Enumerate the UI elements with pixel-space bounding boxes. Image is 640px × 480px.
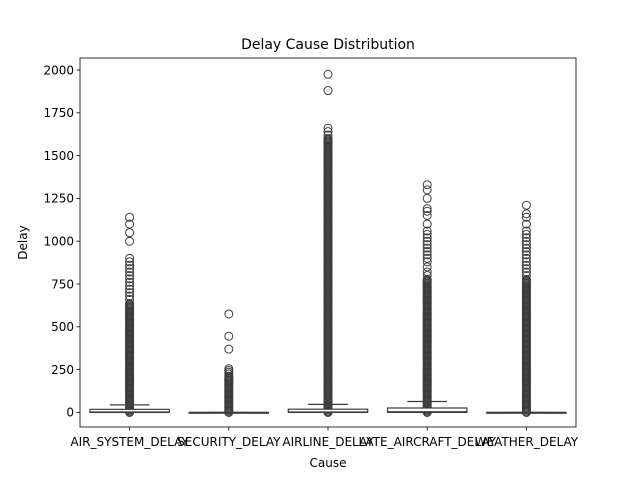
outlier-point	[224, 371, 234, 381]
outlier-point	[125, 291, 135, 301]
outlier-point	[125, 257, 135, 267]
y-tick-label: 1500	[43, 149, 74, 163]
outlier-point	[521, 253, 531, 263]
outlier-point	[422, 211, 432, 221]
outlier-point	[422, 204, 432, 214]
outlier-point	[521, 219, 531, 229]
outlier-point	[521, 264, 531, 274]
x-axis-label: Cause	[310, 456, 347, 470]
outlier-point	[521, 274, 531, 284]
outlier-point	[422, 233, 432, 243]
outlier-point	[323, 134, 333, 144]
outlier-point	[323, 123, 333, 133]
chart-title: Delay Cause Distribution	[241, 37, 415, 53]
x-tick-label: AIRLINE_DELAY	[282, 435, 374, 449]
outlier-point	[422, 250, 432, 260]
outlier-point	[422, 243, 432, 253]
outlier-point	[422, 257, 432, 267]
outlier-point	[323, 127, 333, 137]
outlier-point	[125, 264, 135, 274]
outlier-point	[125, 260, 135, 270]
outlier-point	[125, 212, 135, 222]
outlier-point	[125, 267, 135, 277]
y-tick-label: 1000	[43, 235, 74, 249]
outlier-point	[521, 257, 531, 267]
outlier-point	[521, 260, 531, 270]
outlier-point	[521, 209, 531, 219]
outlier-point	[521, 200, 531, 210]
x-tick-label: AIR_SYSTEM_DELAY	[70, 435, 189, 449]
y-tick-label: 0	[66, 406, 74, 420]
outlier-point	[125, 270, 135, 280]
outlier-point	[422, 193, 432, 203]
outlier-point	[224, 309, 234, 319]
outlier-point	[521, 236, 531, 246]
outlier-point	[125, 277, 135, 287]
outlier-point	[125, 284, 135, 294]
box-airline-delay	[287, 69, 369, 417]
y-tick-label: 2000	[43, 63, 74, 77]
outlier-point	[224, 331, 234, 341]
outlier-point	[422, 236, 432, 246]
y-axis-label: Delay	[16, 225, 30, 259]
outlier-point	[422, 274, 432, 284]
box-late-aircraft-delay	[386, 180, 468, 417]
outlier-point	[521, 212, 531, 222]
outlier-point	[323, 130, 333, 140]
outlier-point	[125, 288, 135, 298]
outlier-point	[422, 270, 432, 280]
box-security-delay	[188, 309, 270, 417]
outlier-point	[422, 267, 432, 277]
y-tick-label: 750	[51, 277, 74, 291]
plot-area	[89, 69, 567, 417]
outlier-point	[422, 206, 432, 216]
outlier-point	[521, 243, 531, 253]
y-axis: 0 250 500 750 1000 1250 1500 1750 2000	[43, 63, 80, 420]
y-tick-label: 1750	[43, 106, 74, 120]
plot-frame	[79, 57, 577, 428]
outlier-point	[422, 229, 432, 239]
outlier-point	[422, 185, 432, 195]
outlier-point	[125, 228, 135, 238]
outlier-point	[521, 233, 531, 243]
outlier-point	[125, 253, 135, 263]
y-tick-label: 1250	[43, 192, 74, 206]
x-tick-label: SECURITY_DELAY	[177, 435, 281, 449]
x-tick-label: LATE_AIRCRAFT_DELAY	[358, 435, 496, 449]
outlier-point	[323, 69, 333, 79]
outlier-point	[422, 253, 432, 263]
x-tick-label: WEATHER_DELAY	[475, 435, 579, 449]
y-tick-label: 250	[51, 363, 74, 377]
outlier-point	[422, 219, 432, 229]
outlier-point	[422, 246, 432, 256]
outlier-point	[422, 180, 432, 190]
outlier-point	[323, 86, 333, 96]
outlier-point	[521, 270, 531, 280]
outlier-point	[125, 236, 135, 246]
outlier-point	[521, 240, 531, 250]
outlier-point	[422, 262, 432, 272]
outlier-point	[521, 229, 531, 239]
outlier-point	[521, 250, 531, 260]
outlier-point	[125, 281, 135, 291]
box-weather-delay	[486, 200, 567, 417]
outlier-point	[125, 294, 135, 304]
outlier-point	[521, 246, 531, 256]
outlier-point	[521, 226, 531, 236]
outlier-point	[521, 267, 531, 277]
outlier-point	[125, 274, 135, 284]
box-air-system-delay	[89, 212, 170, 417]
outlier-point	[422, 240, 432, 250]
outlier-point	[224, 344, 234, 354]
outlier-point	[125, 219, 135, 229]
outlier-point	[422, 226, 432, 236]
outlier-point	[224, 364, 234, 374]
y-tick-label: 500	[51, 320, 74, 334]
